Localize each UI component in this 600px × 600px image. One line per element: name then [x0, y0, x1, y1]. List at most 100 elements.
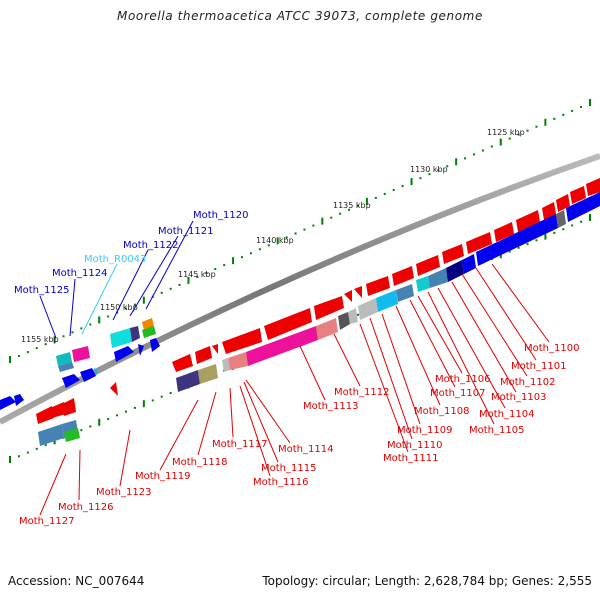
feature-box[interactable] [142, 326, 156, 338]
feature-box[interactable] [176, 370, 200, 392]
feature-box[interactable] [130, 326, 140, 342]
feature-box[interactable] [198, 364, 218, 384]
gene-arrow[interactable] [366, 276, 390, 296]
gene-label-moth-1122[interactable]: Moth_1122 [123, 240, 178, 251]
gene-label-moth-1107[interactable]: Moth_1107 [430, 388, 485, 399]
minor-tick [392, 188, 395, 191]
gene-arrow[interactable] [62, 374, 80, 388]
gene-arrow[interactable] [62, 398, 76, 416]
gene-label-moth-1110[interactable]: Moth_1110 [387, 440, 442, 451]
feature-box[interactable] [446, 260, 464, 282]
gene-label-moth-1119[interactable]: Moth_1119 [135, 471, 190, 482]
gene-label-moth-1123[interactable]: Moth_1123 [96, 487, 151, 498]
feature-box[interactable] [64, 428, 80, 442]
gene-arrow[interactable] [172, 354, 193, 372]
feature-box[interactable] [556, 210, 566, 228]
gene-arrow[interactable] [542, 202, 556, 220]
feature-box[interactable] [348, 308, 358, 324]
gene-arrow[interactable] [80, 368, 96, 382]
gene-label-moth-1115[interactable]: Moth_1115 [261, 463, 316, 474]
gene-label-moth-1103[interactable]: Moth_1103 [491, 392, 546, 403]
gene-label-moth-1100[interactable]: Moth_1100 [524, 343, 579, 354]
minor-tick [133, 406, 136, 409]
feature-box[interactable] [416, 276, 430, 292]
gene-arrow[interactable] [354, 286, 362, 298]
gene-arrow[interactable] [14, 394, 24, 406]
feature-box[interactable] [72, 346, 90, 362]
feature-box[interactable] [58, 362, 74, 372]
gene-arrow[interactable] [314, 296, 344, 320]
gene-arrow[interactable] [222, 328, 262, 354]
gene-label-moth-1127[interactable]: Moth_1127 [19, 516, 74, 527]
feature-box[interactable] [38, 424, 64, 446]
gene-label-moth-1124[interactable]: Moth_1124 [52, 268, 107, 279]
leader-line [359, 323, 409, 453]
gene-arrow[interactable] [466, 232, 492, 254]
gene-arrow[interactable] [110, 382, 118, 396]
feature-box[interactable] [428, 268, 448, 288]
gene-label-moth-1108[interactable]: Moth_1108 [414, 406, 469, 417]
gene-label-moth-1117[interactable]: Moth_1117 [212, 439, 267, 450]
minor-tick [481, 149, 484, 152]
minor-tick [125, 307, 127, 310]
gene-arrow[interactable] [344, 290, 352, 302]
feature-box[interactable] [222, 358, 230, 372]
gene-arrow[interactable] [195, 346, 212, 364]
feature-box[interactable] [358, 298, 378, 320]
gene-arrow[interactable] [94, 368, 98, 376]
gene-arrow[interactable] [442, 244, 464, 264]
gene-arrow[interactable] [264, 308, 312, 340]
gene-label-moth-1114[interactable]: Moth_1114 [278, 444, 333, 455]
feature-box[interactable] [338, 312, 350, 330]
leader-line [451, 281, 517, 393]
gene-arrow[interactable] [138, 344, 144, 356]
minor-tick [196, 275, 199, 278]
feature-box[interactable] [228, 352, 248, 370]
gene-label-moth-1111[interactable]: Moth_1111 [383, 453, 438, 464]
gene-arrow[interactable] [50, 402, 66, 418]
feature-box[interactable] [376, 290, 398, 312]
feature-box[interactable] [110, 328, 132, 348]
gene-arrow[interactable] [0, 396, 16, 410]
scale-track-outer [9, 99, 591, 363]
gene-label-moth-1116[interactable]: Moth_1116 [253, 477, 308, 488]
gene-label-moth-r0043[interactable]: Moth_R0043 [84, 254, 146, 265]
minor-tick [44, 343, 47, 346]
gene-label-moth-1125[interactable]: Moth_1125 [14, 285, 69, 296]
gene-label-moth-1118[interactable]: Moth_1118 [172, 457, 227, 468]
gene-arrow[interactable] [114, 346, 134, 362]
gene-arrow[interactable] [556, 194, 570, 212]
gene-label-moth-1121[interactable]: Moth_1121 [158, 226, 213, 237]
gene-arrow[interactable] [36, 406, 54, 424]
feature-box[interactable] [246, 326, 318, 366]
minor-tick [535, 239, 538, 242]
major-tick [544, 118, 547, 126]
gene-label-moth-1102[interactable]: Moth_1102 [500, 377, 555, 388]
gene-label-moth-1101[interactable]: Moth_1101 [511, 361, 566, 372]
feature-box[interactable] [566, 192, 600, 222]
gene-arrow[interactable] [212, 344, 218, 354]
feature-box[interactable] [476, 214, 558, 266]
minor-tick [553, 231, 556, 234]
gene-arrow[interactable] [416, 255, 440, 276]
gene-label-moth-1126[interactable]: Moth_1126 [58, 502, 113, 513]
gene-arrow[interactable] [586, 178, 600, 196]
gene-label-moth-1104[interactable]: Moth_1104 [479, 409, 534, 420]
minor-tick [26, 451, 29, 454]
feature-box[interactable] [396, 284, 414, 302]
feature-box[interactable] [462, 254, 476, 274]
gene-label-moth-1113[interactable]: Moth_1113 [303, 401, 358, 412]
gene-arrow[interactable] [570, 186, 586, 204]
gene-label-moth-1112[interactable]: Moth_1112 [334, 387, 389, 398]
gene-arrow[interactable] [392, 266, 414, 286]
gene-label-moth-1106[interactable]: Moth_1106 [435, 374, 490, 385]
feature-box[interactable] [56, 352, 72, 366]
gene-arrow[interactable] [494, 222, 514, 242]
gene-arrow[interactable] [516, 210, 540, 232]
minor-tick [241, 256, 243, 259]
gene-arrow[interactable] [150, 338, 160, 352]
gene-label-moth-1109[interactable]: Moth_1109 [397, 425, 452, 436]
gene-label-moth-1105[interactable]: Moth_1105 [469, 425, 524, 436]
feature-box[interactable] [316, 318, 338, 340]
gene-label-moth-1120[interactable]: Moth_1120 [193, 210, 248, 221]
